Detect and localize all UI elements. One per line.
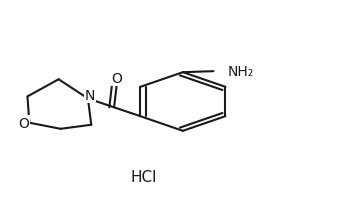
Text: HCl: HCl bbox=[131, 169, 157, 184]
Text: N: N bbox=[85, 89, 95, 103]
Text: NH₂: NH₂ bbox=[228, 65, 254, 79]
Text: O: O bbox=[18, 116, 29, 130]
Text: O: O bbox=[111, 72, 122, 85]
